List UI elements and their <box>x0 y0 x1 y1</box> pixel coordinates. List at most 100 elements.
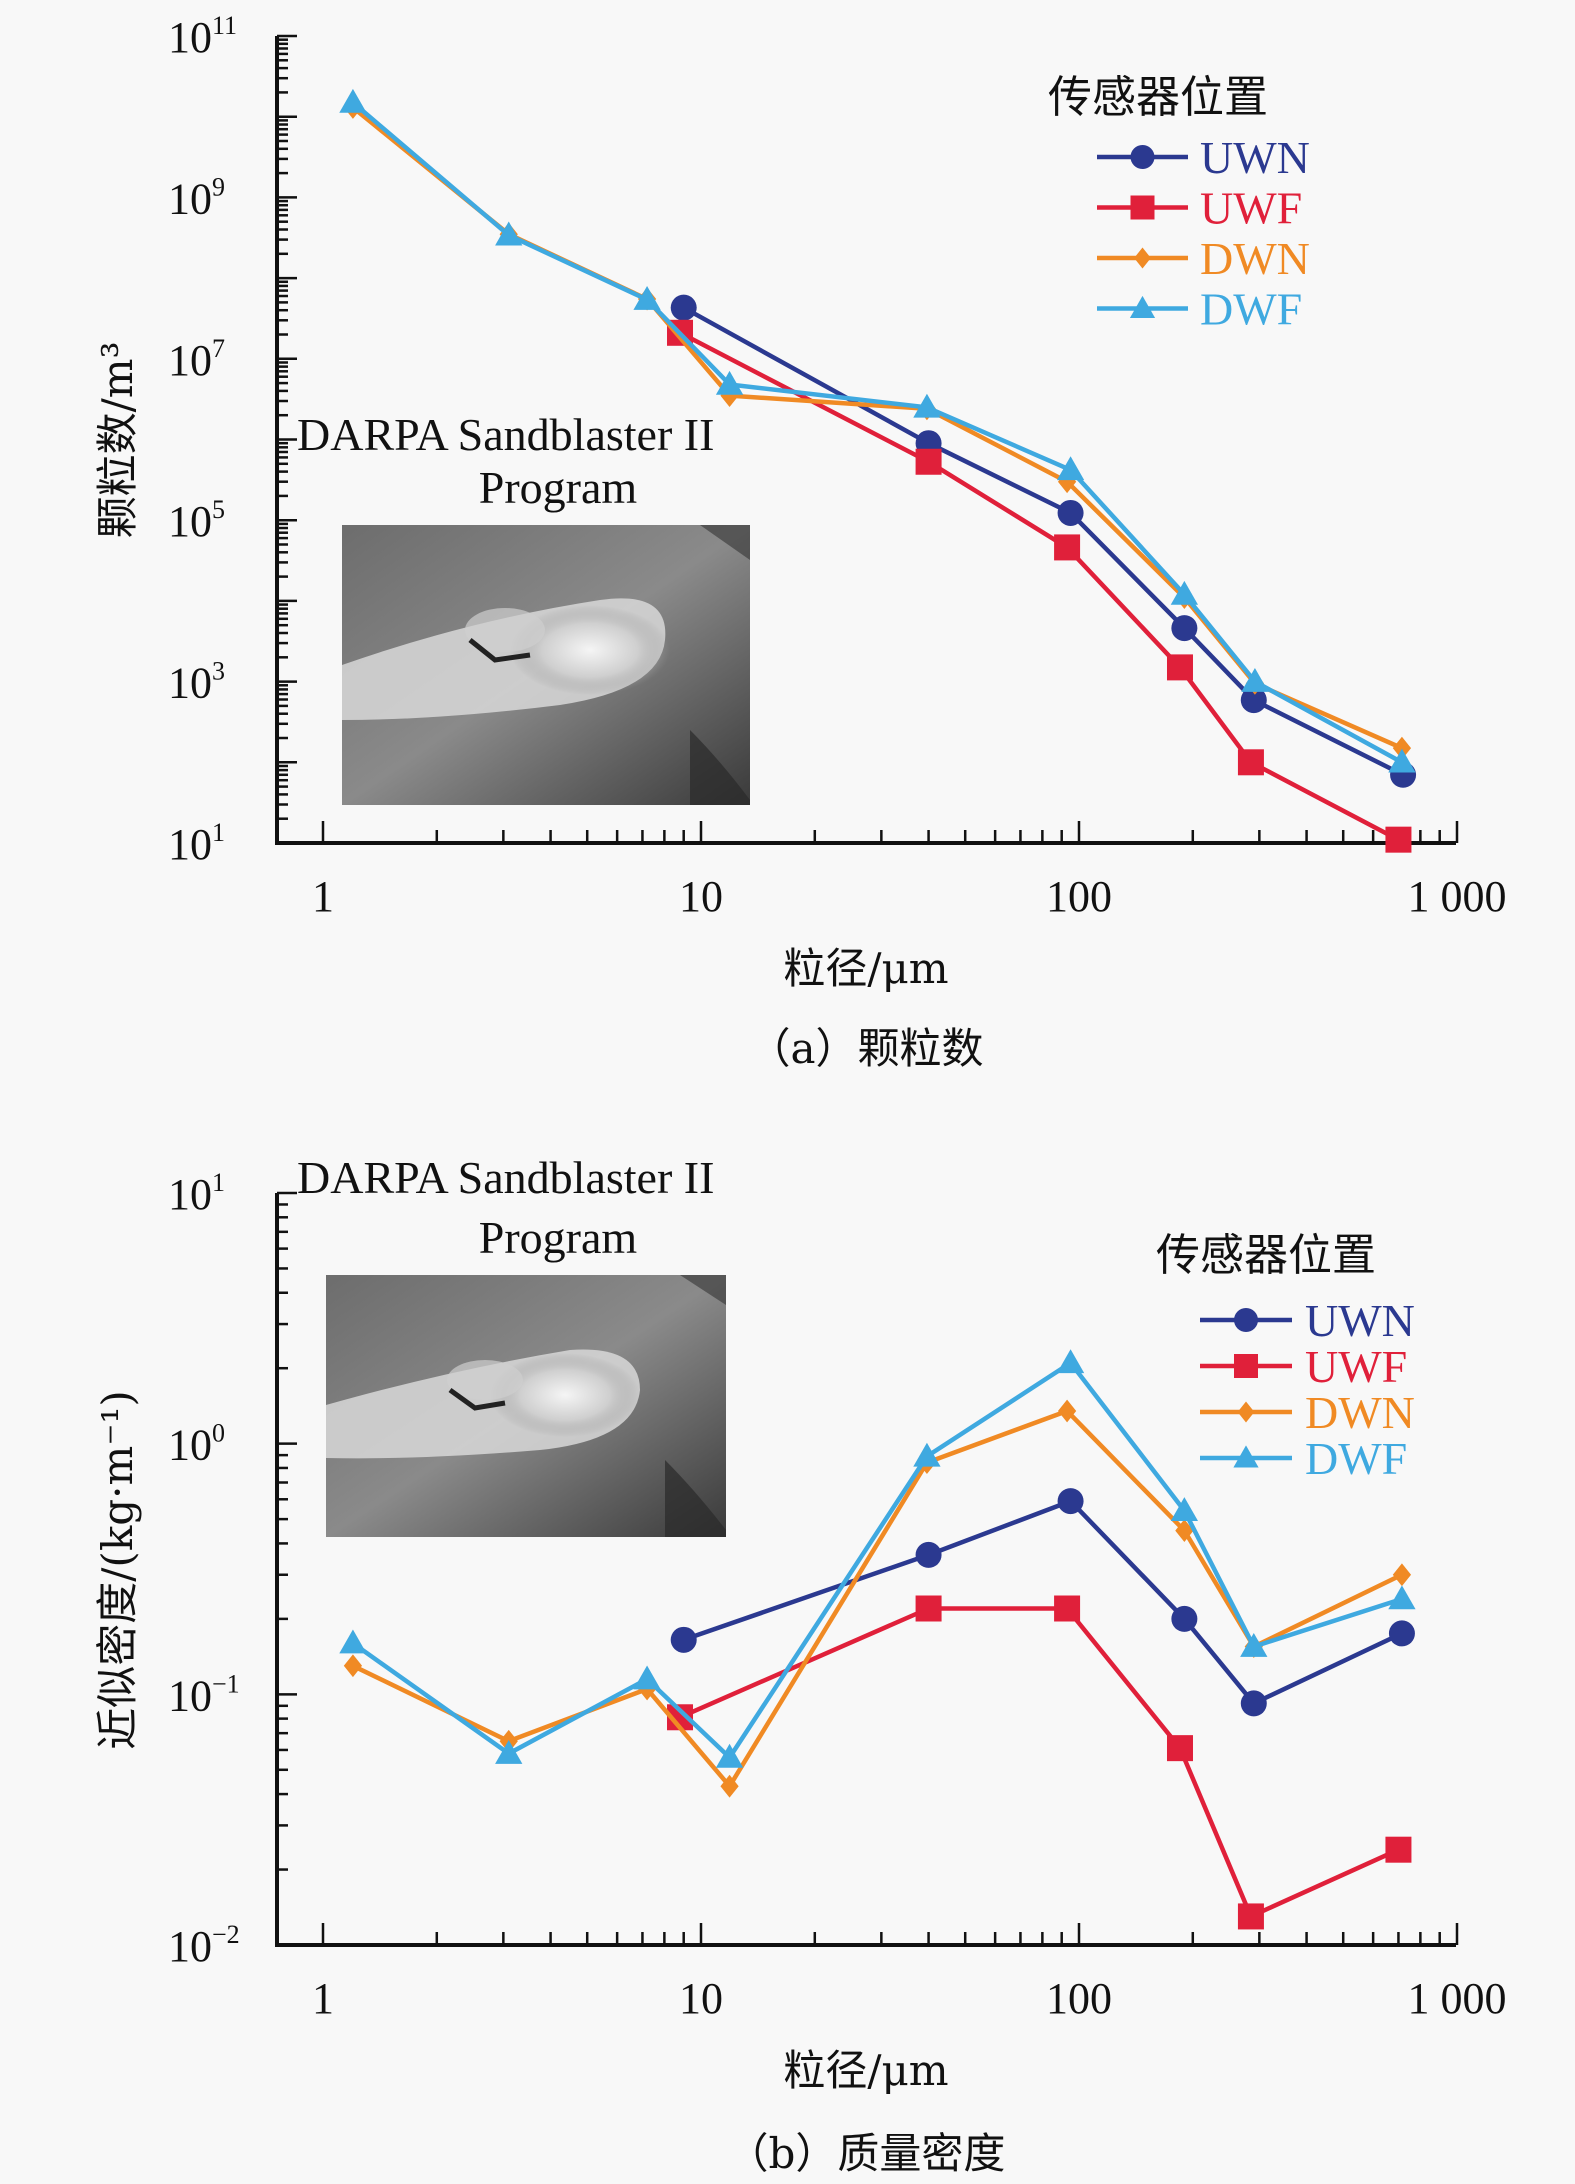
legend-item-dwf: DWF <box>1200 1433 1407 1484</box>
inset-photo <box>326 1275 726 1537</box>
legend-label: DWF <box>1200 284 1302 335</box>
figure-caption: （b）质量密度 <box>727 2129 1006 2178</box>
y-tick-label: 10−1 <box>168 1669 240 1720</box>
data-point <box>1056 456 1085 481</box>
legend-item-uwn: UWN <box>1097 132 1310 183</box>
data-point <box>720 1774 739 1798</box>
axes: 1 10 100 1 000 101 103 105 107 109 1011 <box>168 11 1507 921</box>
data-point <box>339 1629 367 1654</box>
data-point <box>913 1442 941 1467</box>
data-point <box>670 1626 697 1653</box>
legend-marker-icon <box>1134 247 1151 269</box>
plot-area-b: 1 10 100 1 000 10−2 10−1 100 101 <box>168 1168 1507 2023</box>
series-uwf <box>667 1595 1412 1930</box>
legend-label: DWN <box>1305 1387 1415 1438</box>
x-tick-label: 100 <box>1046 872 1112 921</box>
legend-label: DWF <box>1305 1433 1407 1484</box>
inset-title-line2: Program <box>479 462 638 513</box>
data-point <box>1171 615 1198 642</box>
y-tick-label: 101 <box>168 1168 225 1219</box>
legend-marker-icon <box>1234 1354 1258 1378</box>
data-point <box>1392 736 1412 760</box>
data-point <box>1237 749 1264 776</box>
data-point <box>1054 534 1081 561</box>
x-axis-title: 粒径/μm <box>783 2046 948 2095</box>
legend-marker-icon <box>1130 195 1155 220</box>
legend-title: 传感器位置 <box>1048 72 1268 123</box>
legend-marker-icon <box>1237 1401 1255 1423</box>
legend-label: UWN <box>1305 1295 1415 1346</box>
series-line <box>678 330 1400 842</box>
y-tick-label: 109 <box>168 172 225 223</box>
data-point <box>1166 654 1193 681</box>
data-point <box>1388 1585 1416 1610</box>
legend-marker-icon <box>1233 1445 1259 1468</box>
legend-item-uwf: UWF <box>1200 1341 1407 1392</box>
data-point <box>715 370 744 395</box>
panel-a-particle-count: DARPA Sandblaster II Program 1 10 100 1 000… <box>93 11 1507 1073</box>
series-line <box>682 1498 1403 1706</box>
data-point <box>670 294 697 321</box>
series-dwf <box>339 88 1416 773</box>
data-point <box>1056 1349 1085 1374</box>
series-line <box>679 1606 1400 1919</box>
x-tick-label: 1 <box>312 872 334 921</box>
data-point <box>1385 826 1412 853</box>
legend-marker-icon <box>1234 1308 1258 1332</box>
y-tick-label: 105 <box>168 495 225 546</box>
data-point <box>1054 1595 1081 1622</box>
y-axis-title: 颗粒数/m³ <box>93 342 142 539</box>
data-point <box>633 1665 661 1690</box>
data-point <box>495 1739 523 1764</box>
data-point <box>1388 1620 1415 1647</box>
data-point <box>343 1654 363 1678</box>
legend-item-dwn: DWN <box>1097 233 1310 284</box>
plot-area-a: 1 10 100 1 000 101 103 105 107 109 1011 <box>168 11 1507 921</box>
data-point <box>339 88 367 113</box>
x-tick-label: 100 <box>1046 1974 1112 2023</box>
data-point <box>633 286 661 310</box>
data-point <box>1385 1836 1412 1863</box>
figure-caption: （a）颗粒数 <box>748 1024 983 1073</box>
data-point <box>495 221 523 246</box>
x-tick-label: 10 <box>679 872 723 921</box>
y-tick-label: 107 <box>168 334 225 385</box>
inset-title-line2: Program <box>479 1212 638 1263</box>
data-point <box>913 393 941 418</box>
data-point <box>1166 1735 1193 1762</box>
legend-label: UWF <box>1305 1341 1407 1392</box>
legend-marker-icon <box>1130 145 1155 169</box>
legend-title: 传感器位置 <box>1156 1230 1376 1281</box>
inset-title-line1: DARPA Sandblaster II <box>297 409 714 460</box>
data-point <box>1170 580 1199 605</box>
y-axis-title: 近似密度/(kg·m⁻¹) <box>93 1390 142 1749</box>
y-tick-label: 101 <box>168 818 225 869</box>
legend-item-uwf: UWF <box>1097 183 1302 234</box>
x-tick-label: 1 000 <box>1408 1974 1507 2023</box>
data-point <box>715 1743 744 1768</box>
data-point <box>1240 1632 1268 1657</box>
legend-label: UWN <box>1200 132 1310 183</box>
inset-a: DARPA Sandblaster II Program <box>297 409 750 805</box>
y-tick-label: 1011 <box>168 11 237 62</box>
y-tick-label: 100 <box>168 1419 225 1470</box>
y-tick-label: 10−2 <box>168 1920 240 1971</box>
panel-b-mass-density: DARPA Sandblaster II Program 1 10 100 1 000… <box>93 1152 1507 2178</box>
data-point <box>1240 1690 1267 1717</box>
series-uwn <box>670 1488 1415 1717</box>
inset-title-line1: DARPA Sandblaster II <box>297 1152 714 1203</box>
legend-label: UWF <box>1200 183 1302 234</box>
legend-label: DWN <box>1200 233 1310 284</box>
data-point <box>915 1541 942 1568</box>
legend-marker-icon <box>1129 295 1156 318</box>
data-point <box>1057 499 1084 526</box>
data-point <box>1237 1903 1264 1930</box>
series-dwf <box>339 1349 1416 1768</box>
data-point <box>1241 667 1269 692</box>
legend-item-uwn: UWN <box>1200 1295 1415 1346</box>
data-point <box>915 1595 942 1622</box>
inset-b: DARPA Sandblaster II Program <box>297 1152 726 1537</box>
